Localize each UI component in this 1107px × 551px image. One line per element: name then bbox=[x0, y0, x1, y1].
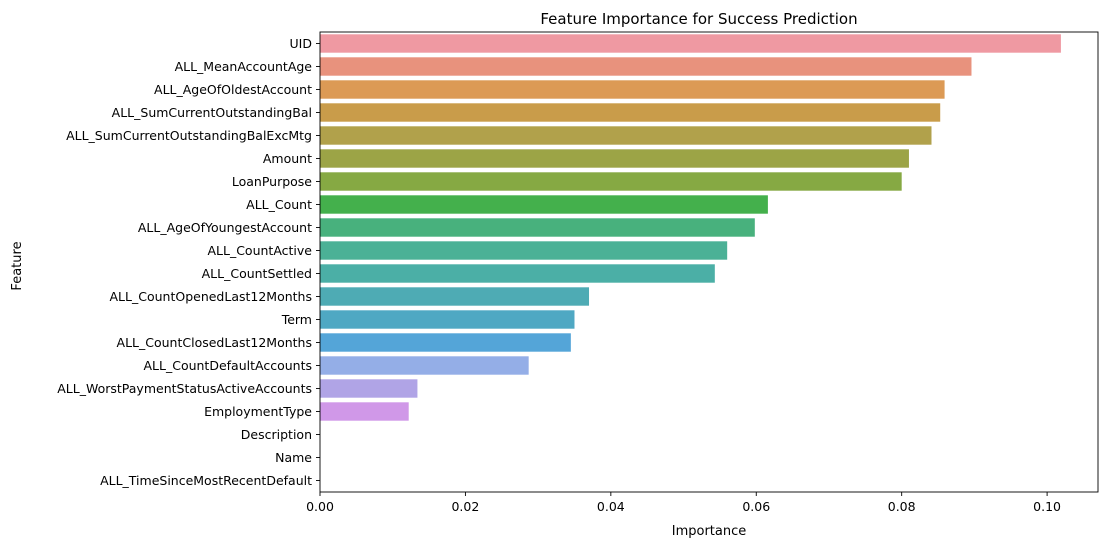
y-tick-label: ALL_MeanAccountAge bbox=[175, 59, 313, 74]
bar-term bbox=[320, 310, 575, 329]
y-tick-label: ALL_Count bbox=[246, 197, 312, 212]
bar-all-worstpaymentstatusactiveaccounts bbox=[320, 379, 418, 398]
bar-all-ageofyoungestaccount bbox=[320, 218, 755, 237]
y-tick-label: Amount bbox=[263, 151, 312, 166]
x-ticks-group: 0.00 0.02 0.04 0.06 0.08 0.10 bbox=[306, 492, 1061, 514]
x-tick-label: 0.04 bbox=[597, 499, 625, 514]
y-tick-label: ALL_SumCurrentOutstandingBal bbox=[112, 105, 312, 120]
bar-loanpurpose bbox=[320, 172, 902, 191]
x-axis-label: Importance bbox=[672, 524, 747, 539]
y-tick-label: EmploymentType bbox=[204, 404, 312, 419]
y-tick-label: Name bbox=[275, 450, 312, 465]
y-tick-label: ALL_AgeOfYoungestAccount bbox=[138, 220, 312, 235]
y-tick-label: ALL_CountActive bbox=[207, 243, 312, 258]
plot-frame bbox=[319, 31, 1099, 493]
bar-amount bbox=[320, 149, 909, 168]
y-axis-label: Feature bbox=[10, 241, 25, 290]
y-tick-label: ALL_CountSettled bbox=[202, 266, 312, 281]
bar-all-countclosedlast12months bbox=[320, 333, 571, 352]
y-tick-label: ALL_CountOpenedLast12Months bbox=[110, 289, 313, 304]
y-tick-label: ALL_TimeSinceMostRecentDefault bbox=[100, 473, 312, 488]
bar-all-countdefaultaccounts bbox=[320, 356, 529, 375]
bar-all-ageofoldestaccount bbox=[320, 80, 945, 99]
bar-all-sumcurrentoutstandingbalexcmtg bbox=[320, 126, 932, 145]
bar-all-countsettled bbox=[320, 264, 715, 283]
y-tick-label: ALL_AgeOfOldestAccount bbox=[154, 82, 312, 97]
x-tick-label: 0.00 bbox=[306, 499, 334, 514]
y-tick-label: ALL_WorstPaymentStatusActiveAccounts bbox=[57, 381, 312, 396]
y-ticks-group: UID ALL_MeanAccountAge ALL_AgeOfOldestAcco… bbox=[57, 36, 320, 488]
bar-all-countactive bbox=[320, 241, 728, 260]
x-tick-label: 0.10 bbox=[1033, 499, 1061, 514]
y-tick-label: LoanPurpose bbox=[232, 174, 312, 189]
y-tick-label: ALL_CountClosedLast12Months bbox=[117, 335, 312, 350]
bar-all-count bbox=[320, 195, 768, 214]
y-tick-label: Term bbox=[281, 312, 312, 327]
y-tick-label: ALL_SumCurrentOutstandingBalExcMtg bbox=[66, 128, 312, 143]
y-tick-label: ALL_CountDefaultAccounts bbox=[143, 358, 312, 373]
y-tick-label: Description bbox=[241, 427, 312, 442]
x-tick-label: 0.08 bbox=[888, 499, 916, 514]
x-tick-label: 0.02 bbox=[451, 499, 479, 514]
bar-all-countopenedlast12months bbox=[320, 287, 590, 306]
bar-uid bbox=[320, 34, 1061, 53]
y-tick-label: UID bbox=[290, 36, 312, 51]
chart-title: Feature Importance for Success Predictio… bbox=[540, 10, 857, 28]
bar-all-sumcurrentoutstandingbal bbox=[320, 103, 941, 122]
x-tick-label: 0.06 bbox=[742, 499, 770, 514]
bars-group bbox=[320, 34, 1061, 421]
bar-all-meanaccountage bbox=[320, 57, 972, 76]
bar-employmenttype bbox=[320, 402, 409, 421]
